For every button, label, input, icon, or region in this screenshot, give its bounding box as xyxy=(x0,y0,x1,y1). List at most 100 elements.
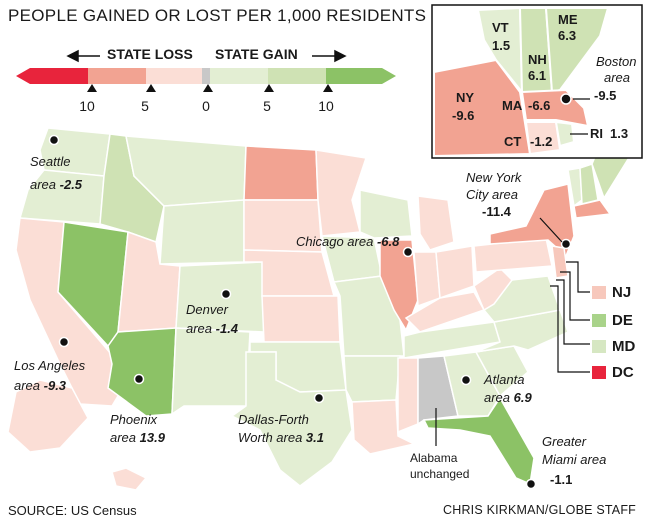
inset-ct-abbr: CT xyxy=(504,134,521,149)
state-kentucky xyxy=(404,291,486,333)
legend-arrows xyxy=(66,49,347,63)
de-label: DE xyxy=(612,312,633,329)
state-minnesota xyxy=(315,149,367,237)
boston-dot xyxy=(560,93,572,105)
dallas-label-2: Worth area 3.1 xyxy=(238,430,324,445)
state-ohio xyxy=(435,245,475,300)
state-arizona xyxy=(107,327,177,417)
state-kansas xyxy=(261,295,341,343)
miami-dot xyxy=(525,478,537,490)
legend-tick-10-gain: 10 xyxy=(318,98,334,114)
inset-vt xyxy=(476,6,524,95)
chicago-dot xyxy=(402,246,414,258)
map-title: PEOPLE GAINED OR LOST PER 1,000 RESIDENT… xyxy=(8,6,427,25)
denver-label-2: area -1.4 xyxy=(186,321,239,336)
atlanta-label-2: area 6.9 xyxy=(484,390,532,405)
state-michigan xyxy=(417,195,455,251)
nj-label: NJ xyxy=(612,284,632,301)
dallas-dot xyxy=(313,392,325,404)
key-md: MD xyxy=(592,338,635,355)
md-label: MD xyxy=(612,338,636,355)
state-wisconsin xyxy=(359,189,413,239)
miami-value: -1.1 xyxy=(550,472,572,487)
nyc-dot xyxy=(560,238,572,250)
nyc-value: -11.4 xyxy=(482,204,512,219)
legend-loss-label: STATE LOSS xyxy=(107,46,193,62)
miami-label: Greater xyxy=(542,434,587,449)
legend-tick-marks xyxy=(87,84,333,92)
state-arkansas xyxy=(343,355,401,403)
inset-me-value: 6.3 xyxy=(558,28,576,43)
chicago-label: Chicago area -6.8 xyxy=(296,234,400,249)
legend-tick-5-gain: 5 xyxy=(263,98,271,114)
de-swatch xyxy=(592,314,606,327)
inset-ri-abbr: RI xyxy=(590,126,603,141)
legend-tick-0: 0 xyxy=(202,98,210,114)
inset-ct-value: -1.2 xyxy=(530,134,552,149)
seattle-label: Seattle xyxy=(30,154,70,169)
boston-name-1: Boston xyxy=(596,54,636,69)
inset-ma-value: -6.6 xyxy=(528,98,550,113)
state-mississippi xyxy=(397,357,419,434)
us-map xyxy=(7,127,631,491)
inset-nh-abbr: NH xyxy=(528,52,547,67)
state-alaska xyxy=(7,379,89,453)
state-texas xyxy=(230,351,353,487)
credit-note: CHRIS KIRKMAN/GLOBE STAFF xyxy=(443,503,636,517)
state-wyoming xyxy=(159,199,245,265)
inset-vt-value: 1.5 xyxy=(492,38,510,53)
inset-ny-value: -9.6 xyxy=(452,108,474,123)
nj-swatch xyxy=(592,286,606,299)
atlanta-label: Atlanta xyxy=(483,372,524,387)
la-dot xyxy=(58,336,70,348)
legend-gain-label: STATE GAIN xyxy=(215,46,298,62)
nyc-label: New York xyxy=(466,170,523,185)
state-hawaii xyxy=(111,467,148,491)
phoenix-dot xyxy=(133,373,145,385)
source-note: SOURCE: US Census xyxy=(8,503,137,518)
inset-ct xyxy=(524,121,562,156)
inset-ny xyxy=(433,58,532,158)
dc-label: DC xyxy=(612,364,634,381)
inset-nh-value: 6.1 xyxy=(528,68,546,83)
inset-ny-abbr: NY xyxy=(456,90,474,105)
miami-label-2: Miami area xyxy=(542,452,606,467)
atlanta-dot xyxy=(460,374,472,386)
state-florida xyxy=(422,396,535,486)
alabama-note-2: unchanged xyxy=(410,467,469,481)
state-north-dakota xyxy=(243,145,319,201)
inset-ri-value: 1.3 xyxy=(610,126,628,141)
inset-ma-abbr: MA xyxy=(502,98,523,113)
legend-tick-5-loss: 5 xyxy=(141,98,149,114)
state-north-carolina xyxy=(475,309,569,353)
inset-labels: VT 1.5 ME 6.3 NH 6.1 NY -9.6 MA -6.6 CT … xyxy=(452,12,636,149)
state-new-mexico xyxy=(171,327,251,416)
city-dots xyxy=(48,134,572,490)
inset-ri xyxy=(554,120,576,148)
la-label: Los Angeles xyxy=(14,358,86,373)
state-alabama xyxy=(417,355,459,426)
md-swatch xyxy=(592,340,606,353)
denver-dot xyxy=(220,288,232,300)
boston-value: -9.5 xyxy=(594,88,616,103)
alabama-note-1: Alabama xyxy=(410,451,458,465)
inset-new-england xyxy=(431,4,643,159)
phoenix-label-2: area 13.9 xyxy=(110,430,166,445)
state-new-york xyxy=(489,183,575,258)
legend-bar xyxy=(16,68,396,84)
key-dc: DC xyxy=(592,364,634,381)
city-labels: Seattle area -2.5 Denver area -1.4 Chica… xyxy=(14,154,606,487)
state-illinois xyxy=(379,239,419,332)
dc-swatch xyxy=(592,366,606,379)
inset-me xyxy=(544,7,610,94)
key-nj: NJ xyxy=(592,284,631,301)
nyc-leader xyxy=(539,217,563,243)
nyc-label-2: City area xyxy=(466,187,518,202)
state-new-jersey xyxy=(551,245,569,279)
inset-me-abbr: ME xyxy=(558,12,578,27)
key-de: DE xyxy=(592,312,633,329)
seattle-dot xyxy=(48,134,60,146)
small-state-leaders xyxy=(550,261,590,373)
legend-tick-10-loss: 10 xyxy=(79,98,95,114)
